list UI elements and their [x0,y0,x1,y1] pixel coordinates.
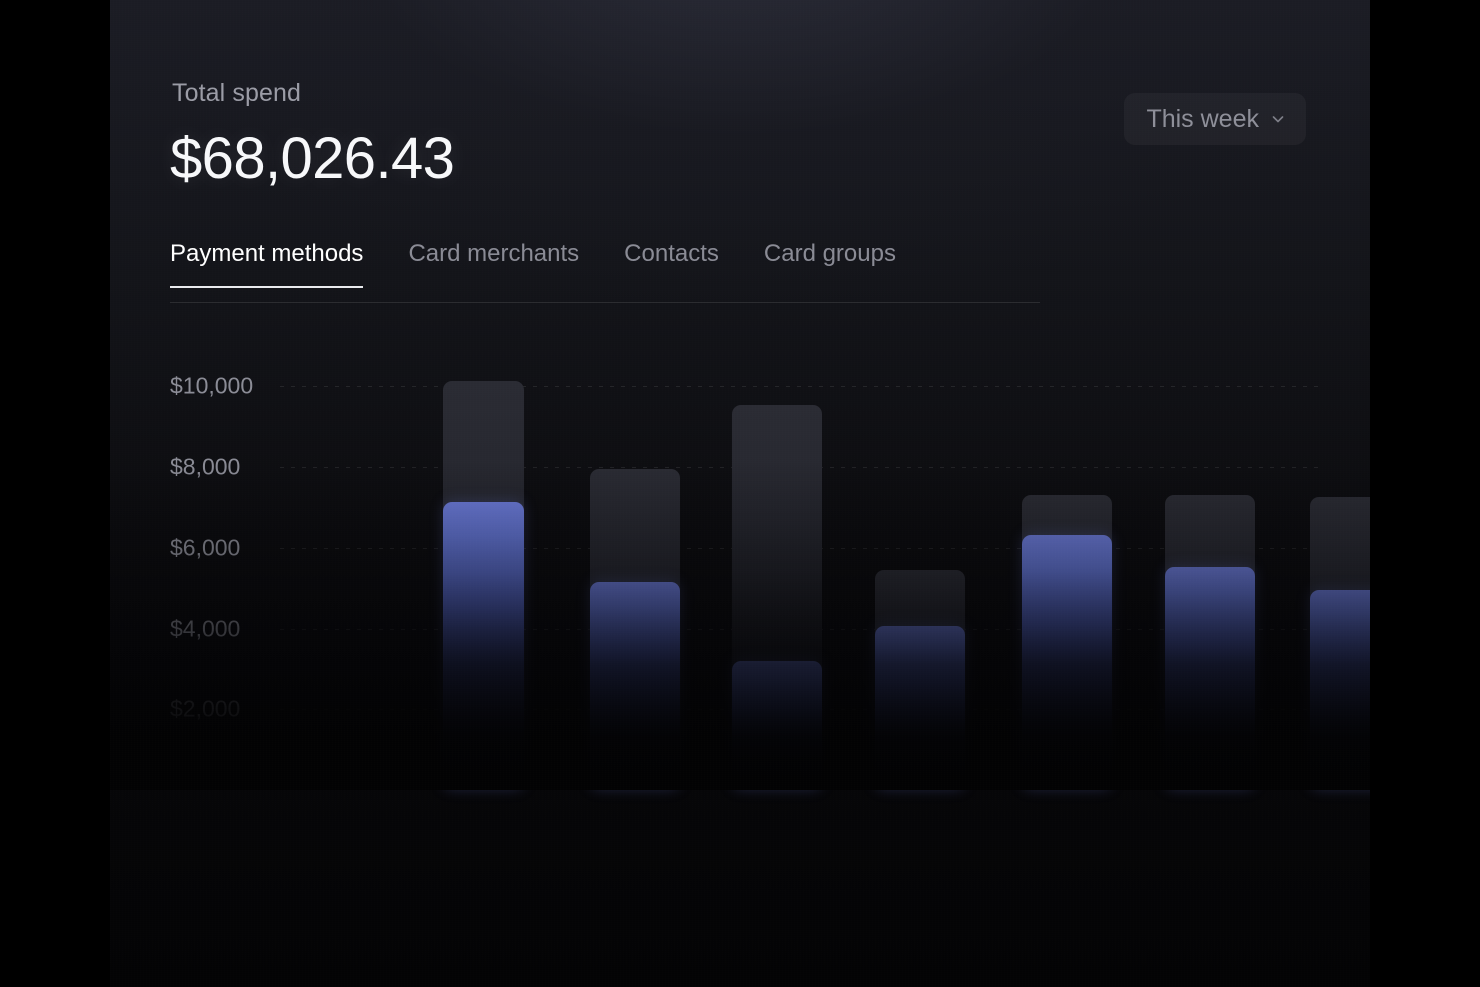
bar-group[interactable] [1310,330,1370,790]
bar-fill [1310,590,1370,790]
bar-fill [443,502,524,790]
chevron-down-icon [1270,111,1286,127]
total-spend-amount: $68,026.43 [170,126,455,191]
bar-fill [732,661,822,790]
chart-bars [110,330,1370,790]
bar-group[interactable] [590,330,680,790]
bar-fill [590,582,680,790]
total-spend-card: Total spend $68,026.43 This week Payment… [110,0,1370,987]
bar-group[interactable] [875,330,965,790]
bar-group[interactable] [732,330,822,790]
y-axis-tick-label: $10,000 [170,372,254,399]
bar-group[interactable] [1165,330,1255,790]
spend-bar-chart: $10,000 $8,000 $6,000 $4,000 $2,000 [110,330,1370,790]
total-spend-label: Total spend [172,79,301,107]
bar-group[interactable] [1022,330,1112,790]
bar-fill [1022,535,1112,790]
tab-bar: Payment methods Card merchants Contacts … [170,240,1040,302]
tab-card-merchants[interactable]: Card merchants [408,240,580,267]
tab-bar-divider [170,302,1040,303]
tab-contacts[interactable]: Contacts [624,240,719,267]
bar-group[interactable] [443,330,524,790]
bar-fill [875,626,965,790]
gridline-row: $10,000 [110,373,1370,399]
tab-card-groups[interactable]: Card groups [763,240,896,267]
date-range-dropdown[interactable]: This week [1124,93,1306,145]
tab-payment-methods[interactable]: Payment methods [170,240,364,288]
bar-fill [1165,567,1255,790]
date-range-value: This week [1146,104,1259,133]
gridline [280,386,1322,388]
